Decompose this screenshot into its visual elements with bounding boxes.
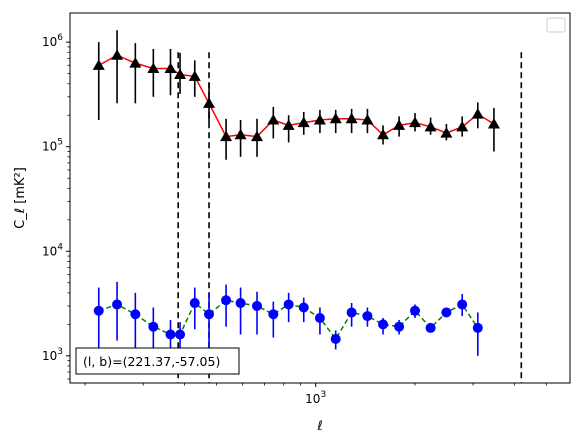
series-1-point-24 bbox=[472, 322, 483, 333]
series-0-point-19 bbox=[393, 119, 406, 130]
y-tick-label: 105 bbox=[42, 138, 63, 154]
series-1-point-14 bbox=[314, 313, 325, 324]
annotation-frame bbox=[75, 347, 240, 375]
series-1-point-1 bbox=[112, 299, 123, 310]
series-1-point-6 bbox=[189, 298, 200, 309]
series-1-point-3 bbox=[148, 321, 159, 332]
y-tick-label: 104 bbox=[42, 242, 63, 258]
series-0-point-16 bbox=[345, 112, 358, 124]
series-0-point-8 bbox=[220, 130, 233, 142]
series-1-point-8 bbox=[221, 295, 232, 306]
series-0-point-3 bbox=[147, 62, 160, 73]
series-1-point-11 bbox=[268, 309, 279, 320]
series-0-point-1 bbox=[111, 49, 124, 60]
series-1-point-5 bbox=[175, 329, 186, 340]
series-0-point-17 bbox=[361, 114, 374, 125]
series-0-point-25 bbox=[487, 117, 500, 129]
series-0-point-23 bbox=[456, 120, 469, 132]
series-1-point-21 bbox=[425, 322, 436, 333]
series-1-point-7 bbox=[204, 309, 215, 320]
series-0-point-21 bbox=[424, 120, 437, 132]
ticks: 103 103 104 105 106 bbox=[42, 33, 547, 406]
series-1-point-2 bbox=[130, 309, 141, 320]
series-1-point-9 bbox=[235, 298, 246, 309]
series-1-point-12 bbox=[283, 299, 294, 310]
legend bbox=[546, 17, 566, 33]
series-1-point-22 bbox=[441, 307, 452, 318]
series-1-point-18 bbox=[378, 319, 389, 330]
series-1-point-16 bbox=[346, 307, 357, 318]
series-0-point-22 bbox=[440, 127, 453, 138]
axes-frame bbox=[69, 12, 571, 384]
y-tick-label: 103 bbox=[42, 347, 63, 363]
annotation-box: (l, b)=(221.37,-57.05) bbox=[75, 347, 240, 375]
y-axis-label: C_ℓ [mK²] bbox=[13, 167, 28, 229]
series-0-point-10 bbox=[251, 130, 264, 142]
x-axis-label: ℓ bbox=[316, 419, 322, 434]
series-0-point-20 bbox=[409, 116, 422, 128]
y-tick-label: 106 bbox=[42, 33, 63, 49]
plot-area bbox=[92, 30, 523, 383]
series-1-point-10 bbox=[252, 300, 263, 311]
series-1-point-20 bbox=[410, 305, 421, 316]
series-1-point-19 bbox=[394, 321, 405, 332]
annotation-text: (l, b)=(221.37,-57.05) bbox=[83, 354, 220, 369]
series-0-point-9 bbox=[234, 128, 247, 140]
series-0-point-18 bbox=[377, 128, 390, 140]
series-0-point-6 bbox=[188, 70, 201, 81]
series-0-point-13 bbox=[297, 116, 310, 128]
series-1-point-4 bbox=[165, 329, 176, 340]
legend-box bbox=[546, 17, 566, 33]
x-tick-label: 103 bbox=[305, 390, 326, 406]
series-0-point-2 bbox=[129, 57, 142, 68]
series-0-point-4 bbox=[164, 62, 177, 73]
series-0-point-12 bbox=[282, 119, 295, 130]
series-0-point-7 bbox=[203, 97, 216, 108]
series-1-point-15 bbox=[330, 333, 341, 344]
series-1-point-0 bbox=[93, 305, 104, 316]
series-1-point-17 bbox=[362, 311, 373, 322]
series-0-point-0 bbox=[92, 59, 105, 70]
series-0-point-11 bbox=[267, 114, 280, 125]
series-1-point-23 bbox=[457, 299, 468, 310]
series-0-point-5 bbox=[174, 68, 187, 80]
series-1-point-13 bbox=[298, 302, 309, 313]
series-0-point-24 bbox=[471, 108, 484, 119]
series-0-point-14 bbox=[313, 114, 326, 125]
series-0-point-15 bbox=[329, 112, 342, 124]
